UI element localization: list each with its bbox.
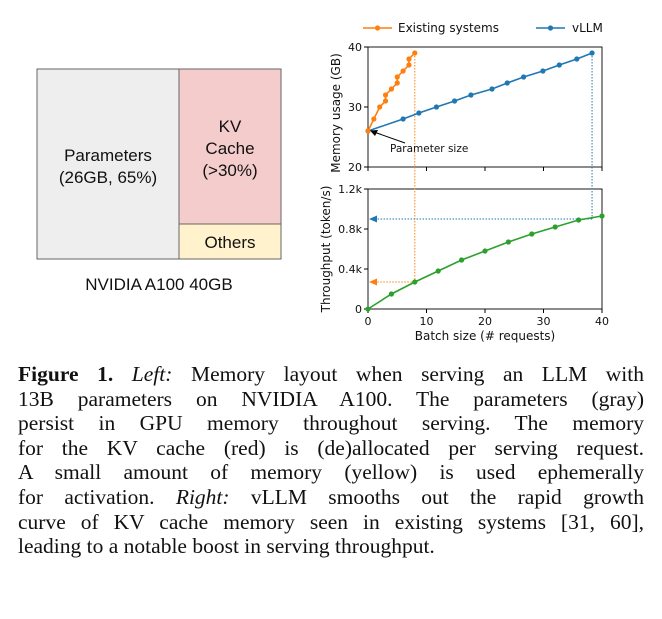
- kv-cache-block: [178, 68, 282, 225]
- legend-label: Existing systems: [398, 21, 499, 35]
- caption-line: curve of KV cache memory seen in existin…: [18, 510, 644, 535]
- annotation-arrow-line: [373, 131, 406, 144]
- vllm-memory-point: [468, 92, 474, 98]
- figure-caption: Figure 1. Left: Memory layout when servi…: [18, 362, 644, 559]
- caption-text: for the KV cache (red) is (de)allocated …: [18, 435, 644, 460]
- charts: 0 10 20 30 40 20 30 40 0 0.4k 0.8k 1.2k Memory usage…: [319, 21, 609, 343]
- vllm-memory-point: [540, 68, 546, 74]
- caption-text: Right:: [175, 484, 230, 509]
- existing-systems-memory-point: [365, 128, 371, 134]
- memory-layout-diagram: Parameters (26GB, 65%) KV Cache (>30%) O…: [36, 68, 282, 294]
- vllm-memory-point: [574, 56, 580, 62]
- x-axis-label: Batch size (# requests): [415, 329, 556, 343]
- caption-text: A small amount of memory (yellow) is use…: [18, 460, 644, 485]
- caption-line: for activation. Right: vLLM smooths out …: [18, 485, 644, 510]
- caption-line: persist in GPU memory throughout serving…: [18, 411, 644, 436]
- caption-text: Left:: [131, 362, 173, 386]
- caption-line: A small amount of memory (yellow) is use…: [18, 460, 644, 485]
- kv-cache-label-1: KV: [219, 117, 242, 136]
- caption-text: 13B parameters on NVIDIA A100. The param…: [18, 386, 644, 411]
- arrow-icon: [369, 278, 377, 286]
- throughput-point: [435, 268, 441, 274]
- existing-systems-memory-point: [377, 104, 383, 110]
- throughput-point: [388, 291, 394, 297]
- throughput-y-tick-label: 0.8k: [338, 223, 362, 236]
- existing-systems-memory-point: [382, 98, 389, 104]
- throughput-y-tick-label: 0: [355, 303, 362, 316]
- vllm-memory-point: [504, 80, 510, 86]
- kv-cache-label-2: Cache: [205, 139, 254, 158]
- caption-line: for the KV cache (red) is (de)allocated …: [18, 436, 644, 461]
- existing-systems-memory-point: [406, 62, 412, 68]
- x-tick-label: 10: [420, 315, 434, 328]
- vllm-memory-point: [556, 62, 562, 68]
- parameter-size-annotation: Parameter size: [390, 143, 468, 155]
- existing-systems-memory-point: [412, 50, 418, 56]
- vllm-memory-point: [416, 110, 422, 116]
- others-block: [178, 223, 282, 260]
- existing-systems-memory-point: [394, 74, 400, 80]
- memory-y-tick-label: 20: [348, 161, 362, 174]
- caption-text: for activation.: [18, 484, 176, 509]
- throughput-point: [599, 213, 605, 219]
- x-tick-label: 40: [595, 315, 609, 328]
- device-label: NVIDIA A100 40GB: [85, 275, 232, 294]
- memory-y-tick-label: 40: [348, 41, 362, 54]
- existing-systems-memory-point: [400, 68, 406, 74]
- x-tick-label: 30: [537, 315, 551, 328]
- throughput-point: [576, 217, 582, 223]
- memory-y-tick-label: 30: [348, 101, 362, 114]
- throughput-y-axis-label: Throughput (token/s): [319, 186, 333, 314]
- vllm-memory-point: [521, 74, 527, 80]
- kv-cache-label-3: (>30%): [202, 161, 257, 180]
- throughput-point: [459, 257, 465, 263]
- throughput-point: [365, 306, 371, 312]
- caption-text: Figure 1.: [18, 362, 114, 386]
- vllm-memory-point: [489, 86, 495, 92]
- throughput-y-tick-label: 1.2k: [338, 183, 362, 196]
- caption-line: leading to a notable boost in serving th…: [18, 534, 644, 559]
- parameters-label-1: Parameters: [64, 146, 152, 165]
- x-tick-label: 0: [365, 315, 372, 328]
- legend-marker: [547, 25, 554, 31]
- existing-systems-memory-point: [371, 116, 377, 122]
- annotation-arrowhead-icon: [370, 130, 378, 136]
- existing-systems-memory-point: [382, 92, 389, 98]
- throughput-line: [367, 215, 603, 310]
- memory-y-axis-label: Memory usage (GB): [329, 53, 343, 173]
- caption-text: leading to a notable boost in serving th…: [18, 534, 435, 559]
- caption-text: vLLM smooths out the rapid growth: [229, 484, 645, 509]
- caption-text: Memory layout when serving an LLM with: [172, 362, 644, 386]
- others-label: Others: [204, 233, 255, 252]
- x-tick-label: 20: [478, 315, 492, 328]
- arrow-icon: [369, 215, 377, 223]
- legend-label: vLLM: [572, 21, 603, 35]
- caption-text: persist in GPU memory throughout serving…: [18, 411, 644, 436]
- parameters-label-2: (26GB, 65%): [59, 168, 157, 187]
- vllm-memory-point: [433, 104, 440, 110]
- figure: Parameters (26GB, 65%) KV Cache (>30%) O…: [36, 21, 609, 343]
- vllm-memory-point: [400, 116, 406, 122]
- throughput-point: [482, 248, 488, 254]
- caption-line: Figure 1. Left: Memory layout when servi…: [18, 362, 644, 387]
- throughput-y-tick-label: 0.4k: [338, 263, 362, 276]
- throughput-point: [505, 239, 511, 245]
- throughput-point: [529, 231, 535, 237]
- existing-systems-memory-point: [394, 80, 400, 86]
- existing-systems-memory-point: [388, 86, 394, 92]
- vllm-memory-point: [589, 50, 595, 56]
- legend-marker: [374, 25, 381, 31]
- caption-text: curve of KV cache memory seen in existin…: [18, 509, 644, 534]
- existing-systems-memory-point: [406, 56, 412, 62]
- throughput-point: [412, 279, 418, 285]
- parameters-block: [36, 68, 180, 260]
- throughput-point: [552, 224, 558, 230]
- vllm-memory-point: [451, 98, 458, 104]
- caption-line: 13B parameters on NVIDIA A100. The param…: [18, 387, 644, 412]
- caption-text: [113, 362, 132, 386]
